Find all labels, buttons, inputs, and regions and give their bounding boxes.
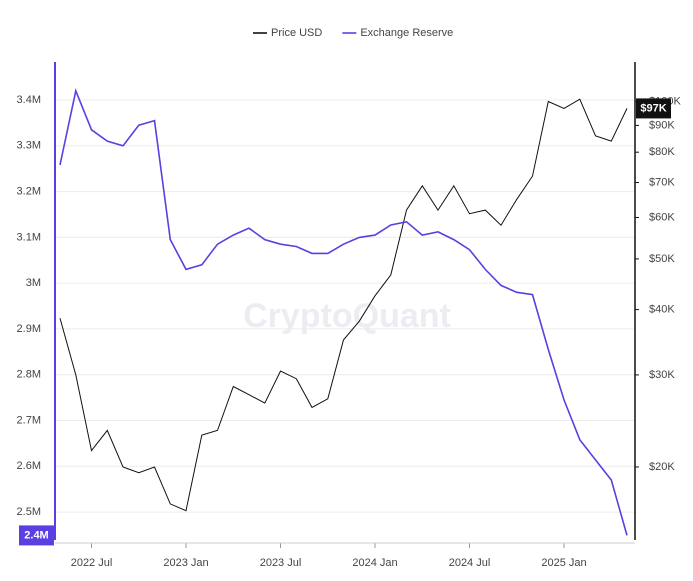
y-tick-label: 3.3M [17,140,41,152]
x-tick-label: 2024 Jan [352,557,397,569]
y2-tick-label: $50K [649,253,675,265]
x-tick-label: 2023 Jan [163,557,208,569]
y2-tick-label: $80K [649,146,675,158]
y-tick-label: 2.7M [17,414,41,426]
x-tick-label: 2025 Jan [541,557,586,569]
y2-tick-label: $60K [649,211,675,223]
x-tick-label: 2022 Jul [71,557,113,569]
y-tick-label: 2.6M [17,460,41,472]
legend-label: Exchange Reserve [360,27,453,39]
y-tick-label: 3.2M [17,185,41,197]
series-line [59,88,628,536]
x-tick-label: 2023 Jul [260,557,302,569]
y2-tick-label: $90K [649,119,675,131]
y-tick-label: 2.8M [17,369,41,381]
y-tick-label: 2.5M [17,506,41,518]
y-tick-label: 3.1M [17,231,41,243]
legend-label: Price USD [271,27,322,39]
value-badge [19,525,54,546]
value-badge-label: 2.4M [24,529,48,541]
y2-tick-label: $30K [649,369,675,381]
y2-tick-label: $20K [649,461,675,473]
y-tick-label: 2.9M [17,323,41,335]
x-tick-label: 2024 Jul [449,557,491,569]
value-badge [636,98,671,119]
y-tick-label: 3M [26,277,41,289]
y-tick-label: 3.4M [17,94,41,106]
y2-tick-label: $70K [649,176,675,188]
y2-tick-label: $40K [649,303,675,315]
value-badge-label: $97K [640,102,666,114]
series-line [59,98,628,512]
